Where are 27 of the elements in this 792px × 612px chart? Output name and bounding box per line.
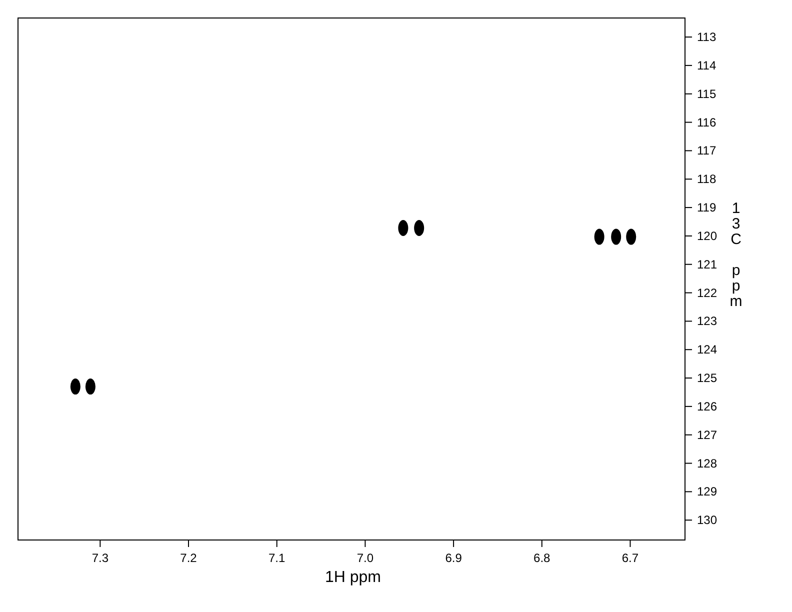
y-tick-label: 125	[697, 371, 718, 386]
y-tick-label: 115	[697, 86, 716, 101]
x-tick-label: 7.2	[180, 551, 198, 565]
y-tick-label: 124	[697, 342, 718, 357]
x-tick-label: 6.8	[534, 551, 551, 565]
y-tick-label: 116	[697, 115, 716, 130]
y-tick-label: 129	[697, 484, 718, 499]
y-tick-label: 122	[697, 286, 718, 300]
y-tick-label: 130	[697, 513, 718, 528]
x-tick-label: 6.7	[622, 551, 639, 565]
y-tick-label: 113	[697, 30, 716, 44]
y-tick-label: 119	[697, 200, 716, 215]
y-tick-label: 126	[697, 399, 718, 414]
y-tick-label: 127	[697, 428, 718, 442]
y-tick-label: 123	[697, 314, 718, 328]
y-tick-label: 120	[697, 228, 718, 243]
y-tick-label: 121	[697, 257, 718, 272]
x-tick-label: 6.9	[445, 551, 462, 565]
y-axis-title: 13C ppm	[730, 200, 742, 310]
x-tick-label: 7.0	[356, 551, 374, 565]
y-tick-label: 114	[697, 58, 716, 72]
y-tick-label: 118	[697, 172, 716, 186]
x-axis-title: 1H ppm	[324, 569, 382, 586]
y-tick-label: 117	[697, 144, 716, 158]
x-tick-label: 7.1	[268, 551, 286, 565]
y-tick-label: 128	[697, 456, 718, 470]
x-tick-label: 7.3	[92, 551, 109, 565]
